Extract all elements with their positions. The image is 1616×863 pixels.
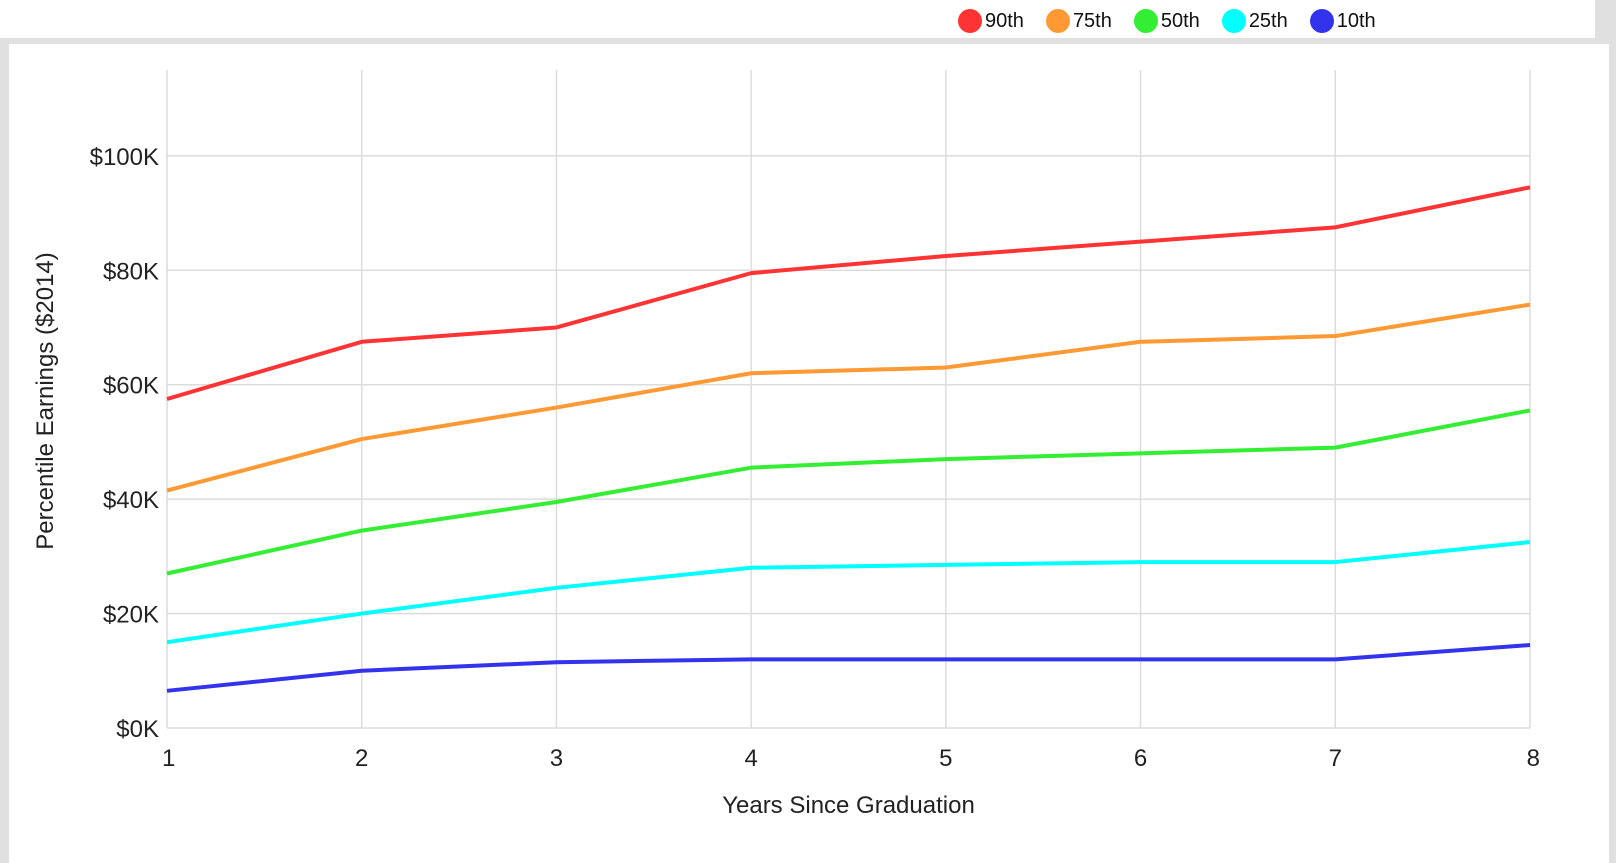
- chart-panel: $0K $20K $40K $60K $80K $100K 1 2 3 4 5 6 7 8 Percen…: [9, 44, 1609, 863]
- x-tick-label: 4: [744, 745, 757, 772]
- legend-item-50th[interactable]: 50th: [1133, 9, 1200, 33]
- legend-label: 90th: [985, 9, 1024, 32]
- y-tick-label: $80K: [103, 258, 159, 285]
- x-tick-label: 1: [162, 745, 175, 772]
- legend-dot-icon: [1045, 9, 1070, 33]
- legend-label: 50th: [1160, 9, 1200, 32]
- legend-item-25th[interactable]: 25th: [1221, 9, 1288, 33]
- x-axis-label: Years Since Graduation: [722, 792, 975, 819]
- legend-label: 10th: [1336, 9, 1376, 32]
- legend-item-10th[interactable]: 10th: [1309, 9, 1376, 33]
- series-line-75th: [166, 302, 1531, 493]
- legend-item-75th[interactable]: 75th: [1045, 9, 1112, 33]
- legend-dot-icon: [1309, 9, 1334, 33]
- x-tick-label: 2: [355, 745, 368, 772]
- legend: 90th 75th 50th 25th 10th: [958, 9, 1398, 33]
- series-line-25th: [166, 540, 1531, 645]
- legend-label: 25th: [1248, 9, 1288, 32]
- y-tick-label: $100K: [90, 144, 159, 171]
- y-tick-labels: $0K $20K $40K $60K $80K $100K: [90, 144, 159, 743]
- line-chart: $0K $20K $40K $60K $80K $100K 1 2 3 4 5 6 7 8 Percen…: [32, 70, 1540, 819]
- series-line-90th: [166, 185, 1531, 401]
- legend-strip: 90th 75th 50th 25th 10th: [0, 0, 1595, 38]
- legend-dot-icon: [958, 9, 982, 33]
- y-tick-label: $0K: [116, 716, 159, 743]
- legend-label: 75th: [1072, 9, 1112, 32]
- legend-dot-icon: [1221, 9, 1246, 33]
- x-tick-label: 8: [1527, 745, 1540, 772]
- x-tick-label: 3: [550, 745, 563, 772]
- legend-dot-icon: [1133, 9, 1158, 33]
- x-tick-label: 5: [939, 745, 952, 772]
- grid-lines: [166, 70, 1531, 729]
- series-line-50th: [166, 408, 1531, 576]
- legend-item-90th[interactable]: 90th: [958, 9, 1024, 33]
- y-axis-label: Percentile Earnings ($2014): [32, 252, 59, 550]
- x-tick-label: 6: [1134, 745, 1147, 772]
- y-tick-label: $60K: [103, 373, 159, 400]
- y-tick-label: $40K: [103, 487, 159, 514]
- series-line-10th: [166, 643, 1531, 693]
- y-tick-label: $20K: [103, 602, 159, 629]
- x-tick-label: 7: [1329, 745, 1342, 772]
- x-tick-labels: 1 2 3 4 5 6 7 8: [162, 745, 1540, 772]
- series-lines: [166, 185, 1531, 693]
